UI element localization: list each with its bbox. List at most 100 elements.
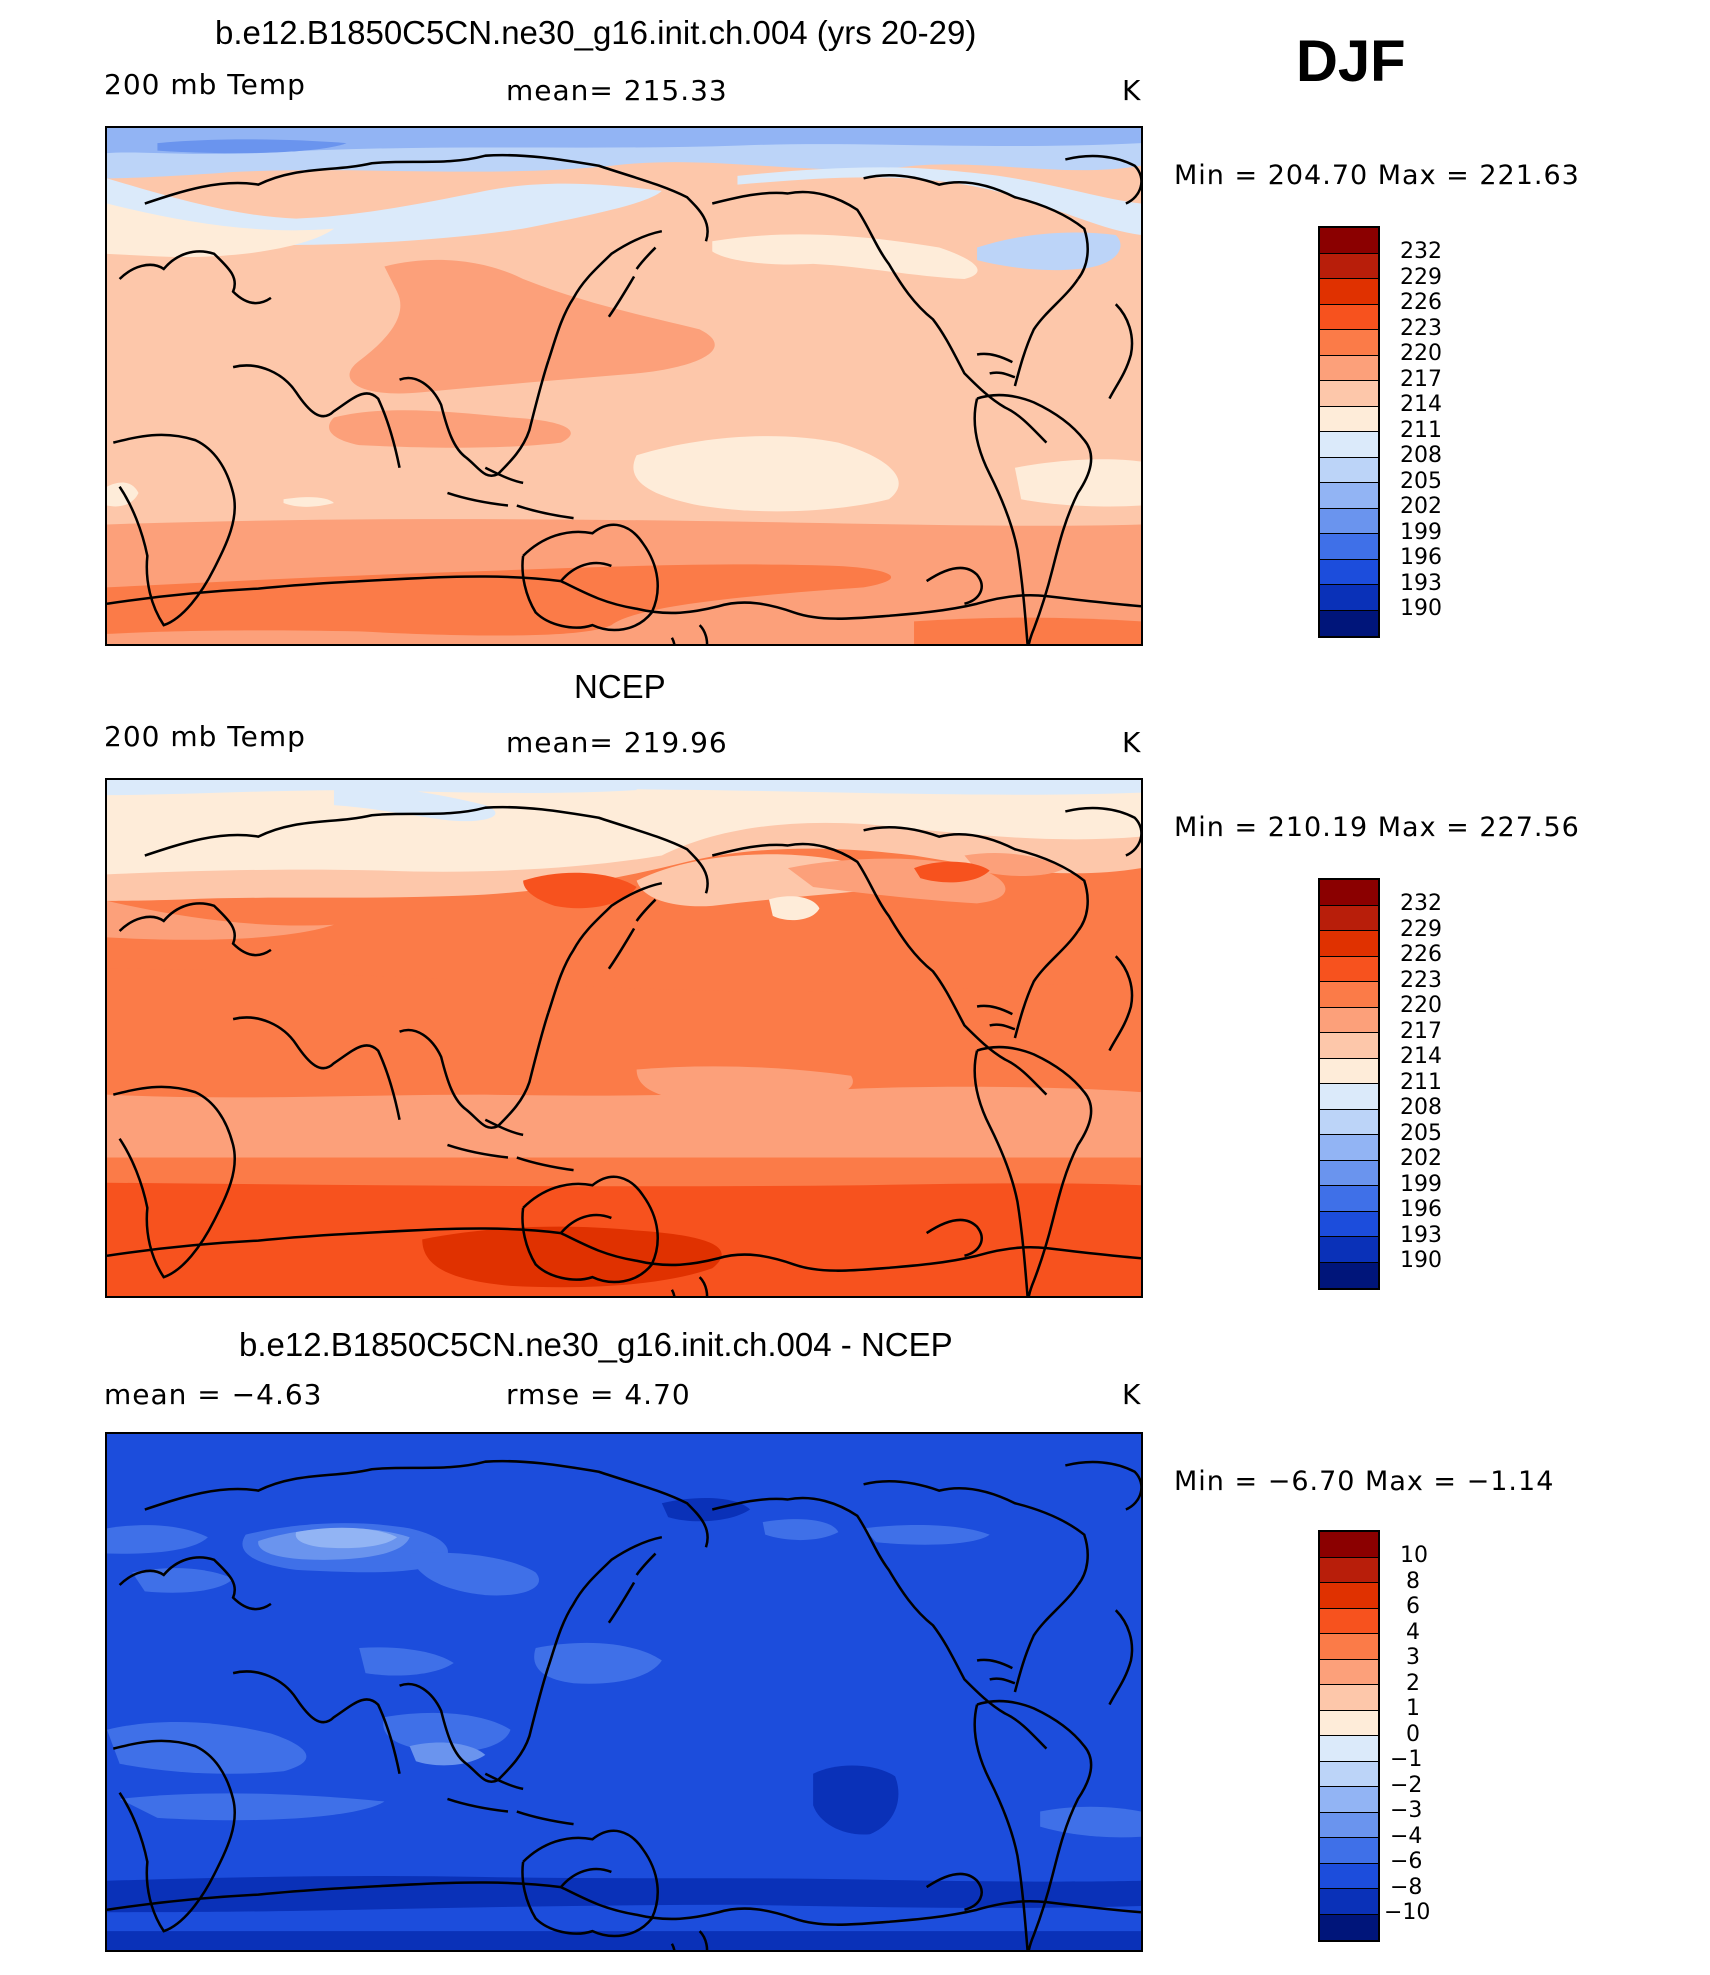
colorbar-swatch — [1320, 355, 1378, 381]
colorbar-label: 211 — [1400, 417, 1442, 443]
colorbar-swatch — [1320, 1084, 1378, 1110]
colorbar-label: 202 — [1400, 1146, 1442, 1171]
panel-3-title: b.e12.B1850C5CN.ne30_g16.init.ch.004 - N… — [239, 1326, 953, 1363]
colorbar-label: 193 — [1400, 1222, 1442, 1248]
colorbar-label: 214 — [1400, 392, 1442, 417]
colorbar-label: 208 — [1400, 1095, 1442, 1120]
panel-2-mean-label: mean= 219.96 — [506, 726, 728, 759]
colorbar-label: −6 — [1390, 1849, 1423, 1874]
colorbar-label: 205 — [1400, 468, 1442, 494]
colorbar-label: 196 — [1400, 545, 1442, 570]
colorbar-swatch — [1320, 1237, 1378, 1263]
colorbar-swatch — [1320, 1109, 1378, 1135]
colorbar-label: 190 — [1400, 596, 1442, 621]
colorbar-swatch — [1320, 1659, 1378, 1685]
colorbar-label: 223 — [1400, 315, 1442, 341]
colorbar-swatch — [1320, 1186, 1378, 1212]
colorbar-swatch — [1320, 304, 1378, 330]
colorbar-swatch — [1320, 1532, 1378, 1558]
panel-1-units: K — [1122, 74, 1142, 107]
colorbar-label: 4 — [1406, 1619, 1420, 1645]
colorbar-swatch — [1320, 1007, 1378, 1033]
panel-2-min-max: Min = 210.19 Max = 227.56 — [1174, 812, 1580, 843]
panel-2-colorbar — [1318, 878, 1380, 1290]
colorbar-swatch — [1320, 1033, 1378, 1059]
panel-3-colorbar — [1318, 1530, 1380, 1942]
colorbar-swatch — [1320, 1211, 1378, 1237]
colorbar-label: 3 — [1406, 1645, 1420, 1670]
colorbar-swatch — [1320, 457, 1378, 483]
season-label: DJF — [1296, 29, 1406, 94]
panel-1-mean-label: mean= 215.33 — [506, 74, 728, 107]
colorbar-swatch — [1320, 1812, 1378, 1838]
colorbar-label: −2 — [1390, 1772, 1423, 1798]
colorbar-label: 0 — [1406, 1721, 1420, 1747]
panel-3-units: K — [1122, 1378, 1142, 1411]
colorbar-swatch — [1320, 279, 1378, 305]
colorbar-swatch — [1320, 1761, 1378, 1787]
colorbar-label: −4 — [1390, 1823, 1423, 1849]
colorbar-label: 223 — [1400, 967, 1442, 993]
colorbar-swatch — [1320, 931, 1378, 957]
colorbar-swatch — [1320, 1787, 1378, 1813]
colorbar-swatch — [1320, 330, 1378, 356]
colorbar-swatch — [1320, 585, 1378, 611]
colorbar-label: 217 — [1400, 1018, 1442, 1044]
panel-1-title: b.e12.B1850C5CN.ne30_g16.init.ch.004 (yr… — [215, 14, 977, 51]
colorbar-label: 193 — [1400, 570, 1442, 596]
colorbar-swatch — [1320, 534, 1378, 560]
panel-1-min-max: Min = 204.70 Max = 221.63 — [1174, 160, 1580, 191]
colorbar-label: 226 — [1400, 942, 1442, 967]
panel-1-variable-label: 200 mb Temp — [104, 68, 306, 101]
colorbar-swatch — [1320, 880, 1378, 906]
colorbar-swatch — [1320, 483, 1378, 509]
panel-2-title: NCEP — [574, 668, 666, 705]
colorbar-swatch — [1320, 982, 1378, 1008]
colorbar-swatch — [1320, 253, 1378, 279]
panel-2-units: K — [1122, 726, 1142, 759]
colorbar-swatch — [1320, 610, 1378, 636]
colorbar-swatch — [1320, 1583, 1378, 1609]
colorbar-label: −10 — [1384, 1900, 1431, 1925]
colorbar-swatch — [1320, 1058, 1378, 1084]
colorbar-label: 232 — [1400, 891, 1442, 916]
panel-3-rmse-label: rmse = 4.70 — [506, 1378, 691, 1411]
colorbar-label: 199 — [1400, 519, 1442, 545]
colorbar-label: 1 — [1406, 1696, 1420, 1721]
colorbar-swatch — [1320, 1863, 1378, 1889]
panel-3-min-max: Min = −6.70 Max = −1.14 — [1174, 1466, 1555, 1497]
colorbar-label: 190 — [1400, 1248, 1442, 1273]
colorbar-label: 8 — [1406, 1568, 1420, 1594]
colorbar-label: 220 — [1400, 341, 1442, 366]
colorbar-label: 202 — [1400, 494, 1442, 519]
colorbar-swatch — [1320, 381, 1378, 407]
colorbar-swatch — [1320, 1685, 1378, 1711]
colorbar-swatch — [1320, 905, 1378, 931]
colorbar-swatch — [1320, 228, 1378, 254]
colorbar-swatch — [1320, 1736, 1378, 1762]
colorbar-label: 211 — [1400, 1069, 1442, 1095]
colorbar-label: −3 — [1390, 1798, 1423, 1823]
panel-3-mean-label: mean = −4.63 — [104, 1378, 323, 1411]
colorbar-label: 232 — [1400, 239, 1442, 264]
panel-1-map — [105, 126, 1143, 646]
colorbar-label: 220 — [1400, 993, 1442, 1018]
colorbar-label: −8 — [1390, 1874, 1423, 1900]
panel-1-colorbar — [1318, 226, 1380, 638]
colorbar-label: 226 — [1400, 290, 1442, 315]
panel-2-map — [105, 778, 1143, 1298]
colorbar-label: 2 — [1406, 1670, 1420, 1696]
colorbar-swatch — [1320, 1160, 1378, 1186]
colorbar-swatch — [1320, 508, 1378, 534]
colorbar-swatch — [1320, 1838, 1378, 1864]
colorbar-swatch — [1320, 956, 1378, 982]
colorbar-label: 229 — [1400, 264, 1442, 290]
panel-2-variable-label: 200 mb Temp — [104, 720, 306, 753]
colorbar-label: 205 — [1400, 1120, 1442, 1146]
colorbar-swatch — [1320, 559, 1378, 585]
colorbar-swatch — [1320, 1557, 1378, 1583]
colorbar-swatch — [1320, 1135, 1378, 1161]
colorbar-label: 229 — [1400, 916, 1442, 942]
colorbar-swatch — [1320, 406, 1378, 432]
colorbar-label: 214 — [1400, 1044, 1442, 1069]
